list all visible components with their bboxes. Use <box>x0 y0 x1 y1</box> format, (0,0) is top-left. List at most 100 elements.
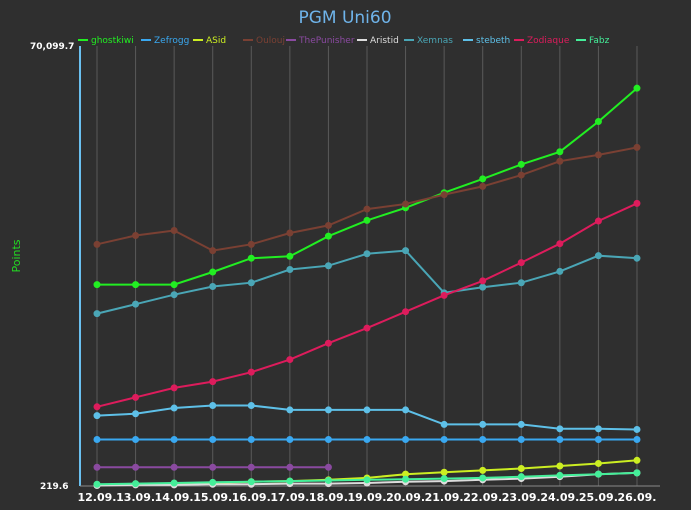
data-point[interactable] <box>324 339 332 347</box>
data-point[interactable] <box>247 463 255 471</box>
data-point[interactable] <box>479 466 487 474</box>
data-point[interactable] <box>93 240 101 248</box>
data-point[interactable] <box>594 425 602 433</box>
legend-item[interactable]: Xemnas <box>404 36 453 46</box>
data-point[interactable] <box>633 456 641 464</box>
data-point[interactable] <box>93 310 101 318</box>
data-point[interactable] <box>633 469 641 477</box>
data-point[interactable] <box>363 436 371 444</box>
data-point[interactable] <box>556 436 564 444</box>
data-point[interactable] <box>517 473 525 481</box>
data-point[interactable] <box>517 171 525 179</box>
data-point[interactable] <box>363 324 371 332</box>
data-point[interactable] <box>440 291 448 299</box>
legend-item[interactable]: stebeth <box>463 36 510 46</box>
data-point[interactable] <box>170 384 178 392</box>
data-point[interactable] <box>209 463 217 471</box>
data-point[interactable] <box>363 406 371 414</box>
data-point[interactable] <box>170 226 178 234</box>
data-point[interactable] <box>479 277 487 285</box>
data-point[interactable] <box>132 436 140 444</box>
data-point[interactable] <box>286 266 294 274</box>
data-point[interactable] <box>93 436 101 444</box>
data-point[interactable] <box>517 436 525 444</box>
data-point[interactable] <box>594 118 602 126</box>
data-point[interactable] <box>517 464 525 472</box>
data-point[interactable] <box>324 463 332 471</box>
data-point[interactable] <box>402 308 410 316</box>
data-point[interactable] <box>363 476 371 484</box>
data-point[interactable] <box>479 175 487 183</box>
data-point[interactable] <box>170 479 178 487</box>
data-point[interactable] <box>247 240 255 248</box>
data-point[interactable] <box>247 436 255 444</box>
data-point[interactable] <box>209 378 217 386</box>
data-point[interactable] <box>209 436 217 444</box>
data-point[interactable] <box>209 402 217 410</box>
data-point[interactable] <box>286 477 294 485</box>
data-point[interactable] <box>286 356 294 364</box>
data-point[interactable] <box>286 252 294 260</box>
data-point[interactable] <box>633 254 641 262</box>
data-point[interactable] <box>324 221 332 229</box>
data-point[interactable] <box>556 157 564 165</box>
data-point[interactable] <box>93 480 101 488</box>
data-point[interactable] <box>594 459 602 467</box>
data-point[interactable] <box>594 470 602 478</box>
data-point[interactable] <box>633 199 641 207</box>
data-point[interactable] <box>209 478 217 486</box>
data-point[interactable] <box>479 182 487 190</box>
data-point[interactable] <box>247 368 255 376</box>
data-point[interactable] <box>556 240 564 248</box>
data-point[interactable] <box>402 406 410 414</box>
data-point[interactable] <box>286 229 294 237</box>
data-point[interactable] <box>170 463 178 471</box>
legend-item[interactable]: Zefrogg <box>141 36 189 46</box>
data-point[interactable] <box>402 475 410 483</box>
legend-item[interactable]: ThePunisher <box>286 36 355 46</box>
data-point[interactable] <box>440 468 448 476</box>
data-point[interactable] <box>479 436 487 444</box>
data-point[interactable] <box>93 463 101 471</box>
data-point[interactable] <box>594 217 602 225</box>
data-point[interactable] <box>132 300 140 308</box>
data-point[interactable] <box>633 143 641 151</box>
data-point[interactable] <box>170 436 178 444</box>
data-point[interactable] <box>132 480 140 488</box>
data-point[interactable] <box>132 393 140 401</box>
data-point[interactable] <box>247 478 255 486</box>
data-point[interactable] <box>556 462 564 470</box>
data-point[interactable] <box>170 281 178 289</box>
data-point[interactable] <box>633 84 641 92</box>
data-point[interactable] <box>440 436 448 444</box>
data-point[interactable] <box>209 268 217 276</box>
data-point[interactable] <box>132 410 140 418</box>
data-point[interactable] <box>556 267 564 275</box>
data-point[interactable] <box>363 216 371 224</box>
data-point[interactable] <box>594 151 602 159</box>
data-point[interactable] <box>247 254 255 262</box>
data-point[interactable] <box>479 474 487 482</box>
data-point[interactable] <box>402 436 410 444</box>
data-point[interactable] <box>556 425 564 433</box>
legend-item[interactable]: Oulouj <box>243 36 285 46</box>
legend-item[interactable]: ghostkiwi <box>78 36 134 46</box>
data-point[interactable] <box>324 232 332 240</box>
data-point[interactable] <box>209 247 217 255</box>
data-point[interactable] <box>517 420 525 428</box>
data-point[interactable] <box>132 463 140 471</box>
data-point[interactable] <box>363 250 371 258</box>
data-point[interactable] <box>517 160 525 168</box>
data-point[interactable] <box>93 281 101 289</box>
data-point[interactable] <box>286 436 294 444</box>
data-point[interactable] <box>93 403 101 411</box>
data-point[interactable] <box>479 420 487 428</box>
data-point[interactable] <box>286 406 294 414</box>
data-point[interactable] <box>517 279 525 287</box>
data-point[interactable] <box>633 425 641 433</box>
data-point[interactable] <box>633 436 641 444</box>
data-point[interactable] <box>479 283 487 291</box>
data-point[interactable] <box>170 404 178 412</box>
legend-item[interactable]: Fabz <box>576 36 610 46</box>
data-point[interactable] <box>402 247 410 255</box>
